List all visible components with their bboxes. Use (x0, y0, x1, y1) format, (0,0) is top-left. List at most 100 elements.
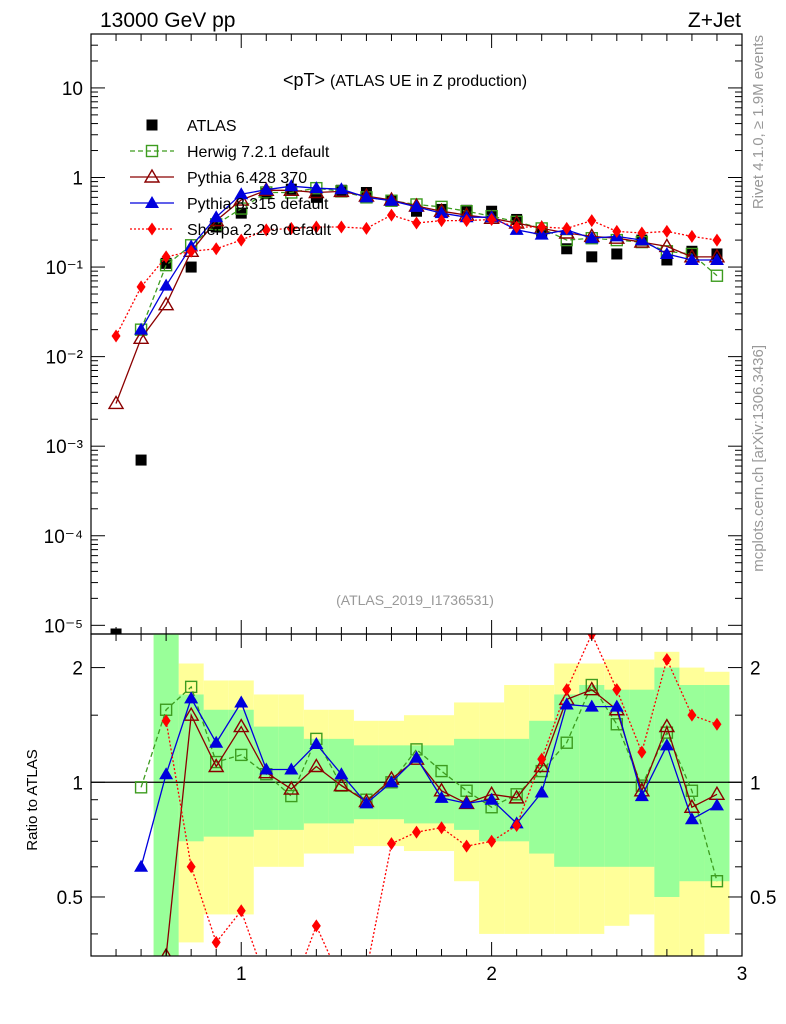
main-point-pythia8 (534, 227, 549, 240)
main-point-pythia8 (159, 278, 174, 291)
main-point-sherpa (612, 224, 622, 238)
main-point-sherpa (512, 220, 522, 234)
ratio-point-herwig (560, 736, 573, 749)
main-point-sherpa (311, 220, 321, 234)
main-point-herwig (710, 269, 724, 282)
ratio-point-sherpa (362, 964, 371, 977)
ratio-point-pythia8 (709, 798, 724, 811)
ratio-band-inner (604, 689, 630, 867)
main-point-atlas (686, 245, 698, 257)
ratio-ytick-label-right: 2 (750, 659, 761, 680)
main-point-pythia8 (209, 210, 224, 223)
ratio-point-pythia6 (283, 780, 300, 795)
legend-label-pythia6: Pythia 6.428 370 (187, 170, 307, 187)
ratio-point-sherpa (537, 752, 547, 766)
main-point-atlas (586, 251, 598, 263)
ratio-point-herwig (134, 781, 148, 794)
ratio-point-sherpa (236, 904, 246, 918)
header-right-label: Z+Jet (688, 9, 741, 32)
main-point-atlas (561, 243, 573, 255)
ratio-point-sherpa (487, 834, 497, 848)
ratio-point-herwig (585, 678, 598, 692)
ratio-point-sherpa (687, 708, 697, 722)
mcplots-label: mcplots.cern.ch [arXiv:1306.3436] (750, 345, 767, 572)
main-point-pythia8 (259, 182, 274, 195)
main-ytick-label: 10⁻⁵ (44, 616, 83, 637)
ratio-point-pythia8 (209, 735, 224, 748)
ratio-point-pythia8 (409, 750, 424, 763)
main-point-pythia8 (309, 181, 324, 194)
ratio-series-pythia8 (134, 691, 724, 872)
main-point-sherpa (186, 244, 196, 258)
ratio-point-sherpa (612, 683, 622, 697)
legend-label-sherpa: Sherpa 2.2.9 default (187, 222, 332, 239)
ratio-band-inner (328, 738, 354, 824)
legend-marker-pythia8 (145, 196, 159, 208)
legend: ATLAS Herwig 7.2.1 default Pythia 6.428 37… (130, 118, 332, 239)
main-point-sherpa (236, 233, 246, 247)
ratio-ytick-label: 1 (72, 773, 83, 794)
ratio-ytick-label: 0.5 (57, 888, 83, 909)
legend-marker-herwig (145, 144, 159, 158)
main-point-atlas (185, 261, 197, 273)
ratio-xtick-label: 3 (737, 964, 748, 985)
ratio-point-sherpa (712, 717, 722, 731)
rivet-version-label: Rivet 4.1.0, ≥ 1.9M events (750, 35, 767, 209)
legend-marker-atlas (146, 119, 158, 131)
ratio-point-pythia8 (334, 767, 349, 780)
main-point-sherpa (587, 214, 597, 228)
main-ytick-label: 10⁻⁴ (44, 527, 83, 548)
ratio-point-pythia8 (134, 859, 149, 872)
ratio-point-herwig (285, 789, 298, 803)
ratio-xtick-label: 2 (486, 964, 497, 985)
main-point-atlas (661, 254, 673, 266)
legend-marker-pythia6 (143, 168, 161, 183)
ratio-point-pythia6 (508, 789, 525, 804)
ratio-band-inner (228, 709, 254, 837)
ratio-point-pythia6 (533, 758, 550, 773)
ratio-point-pythia8 (634, 789, 649, 802)
main-point-sherpa (437, 214, 447, 228)
ratio-point-pythia6 (161, 947, 172, 956)
main-point-pythia6 (157, 296, 175, 311)
main-point-atlas (511, 213, 523, 225)
main-point-sherpa (462, 214, 472, 228)
ratio-point-pythia8 (584, 699, 599, 712)
main-subtitle: (ATLAS UE in Z production) (330, 73, 527, 90)
ratio-point-herwig (510, 788, 523, 801)
main-point-sherpa (386, 208, 396, 222)
ratio-point-sherpa (512, 819, 522, 833)
ratio-point-pythia8 (259, 762, 274, 775)
ratio-ytick-label: 2 (72, 659, 83, 680)
main-point-atlas (611, 248, 623, 260)
ratio-point-sherpa (337, 975, 346, 988)
main-point-sherpa (662, 224, 672, 238)
legend-marker-sherpa (147, 222, 157, 236)
ratio-point-sherpa (161, 714, 171, 728)
ratio-band-inner (479, 738, 505, 842)
ratio-point-sherpa (637, 745, 647, 759)
ratio-point-herwig (235, 748, 248, 762)
ratio-point-pythia8 (234, 695, 249, 708)
legend-label-herwig: Herwig 7.2.1 default (187, 144, 330, 161)
main-point-pythia6 (107, 395, 125, 410)
ratio-point-pythia8 (434, 790, 449, 803)
main-point-pythia8 (284, 179, 299, 192)
main-point-atlas (135, 454, 147, 466)
main-point-pythia8 (359, 190, 374, 203)
main-point-pythia8 (584, 231, 599, 244)
ratio-point-sherpa (462, 839, 472, 853)
main-point-sherpa (336, 220, 346, 234)
ratio-ylabel: Ratio to ATLAS (24, 749, 41, 850)
ratio-point-pythia8 (459, 796, 474, 809)
ratio-series-sherpa (161, 634, 722, 988)
main-title: <pT> (283, 70, 325, 90)
main-point-sherpa (412, 216, 421, 230)
ratio-point-pythia8 (559, 697, 574, 710)
main-point-sherpa (211, 242, 221, 256)
legend-label-pythia8: Pythia 8.315 default (187, 196, 329, 213)
ratio-band-inner (153, 634, 179, 956)
main-point-sherpa (286, 221, 296, 235)
main-point-sherpa (161, 250, 171, 264)
